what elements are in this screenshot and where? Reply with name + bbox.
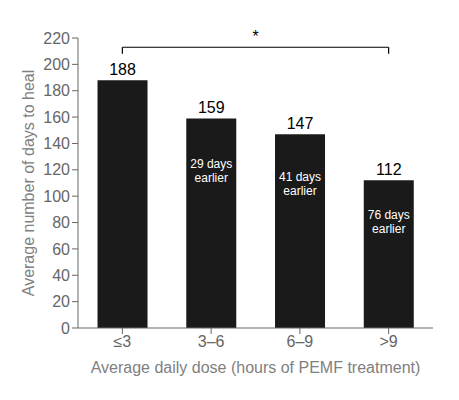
svg-text:3–6: 3–6 bbox=[198, 333, 225, 350]
svg-text:112: 112 bbox=[376, 161, 402, 178]
svg-text:159: 159 bbox=[198, 99, 225, 116]
svg-text:80: 80 bbox=[52, 214, 70, 231]
svg-text:0: 0 bbox=[61, 320, 70, 337]
svg-text:160: 160 bbox=[43, 109, 70, 126]
svg-text:140: 140 bbox=[43, 135, 70, 152]
svg-text:76 daysearlier: 76 daysearlier bbox=[368, 208, 410, 236]
svg-text:*: * bbox=[252, 28, 258, 45]
svg-text:188: 188 bbox=[109, 61, 136, 78]
svg-text:Average number of days to heal: Average number of days to heal bbox=[20, 70, 37, 297]
svg-text:220: 220 bbox=[43, 30, 70, 47]
svg-text:60: 60 bbox=[52, 241, 70, 258]
svg-text:180: 180 bbox=[43, 82, 70, 99]
svg-text:100: 100 bbox=[43, 188, 70, 205]
svg-text:120: 120 bbox=[43, 161, 70, 178]
svg-text:200: 200 bbox=[43, 56, 70, 73]
svg-text:20: 20 bbox=[52, 293, 70, 310]
svg-text:41 daysearlier: 41 daysearlier bbox=[279, 170, 321, 198]
svg-text:>9: >9 bbox=[380, 333, 398, 350]
svg-text:40: 40 bbox=[52, 267, 70, 284]
svg-text:Average daily dose (hours of P: Average daily dose (hours of PEMF treatm… bbox=[91, 359, 421, 376]
svg-text:≤3: ≤3 bbox=[114, 333, 132, 350]
svg-text:147: 147 bbox=[287, 115, 314, 132]
svg-text:29 daysearlier: 29 daysearlier bbox=[190, 157, 232, 185]
svg-text:6–9: 6–9 bbox=[287, 333, 314, 350]
